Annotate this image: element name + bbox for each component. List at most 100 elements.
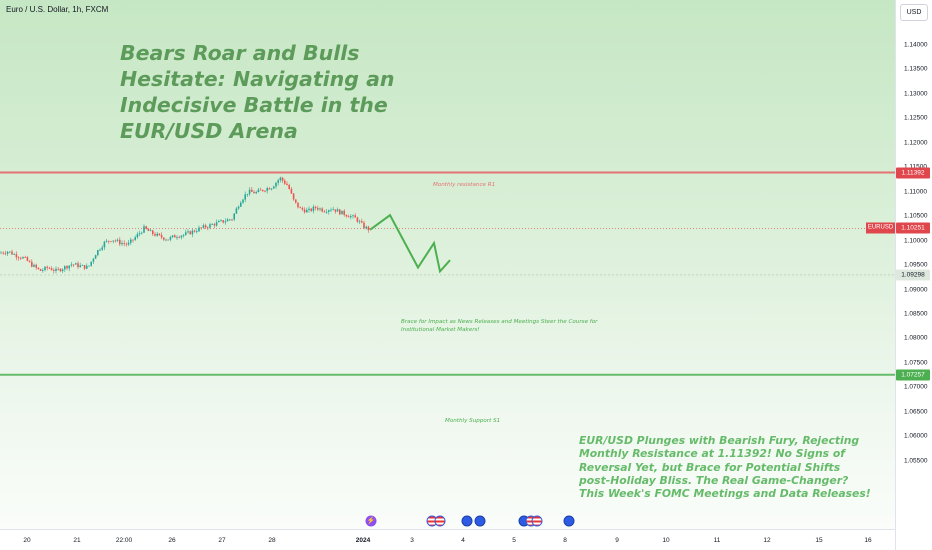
candle [99,248,101,252]
candle [297,202,299,209]
candle-body [211,224,213,225]
candle [77,261,79,270]
candle [292,193,295,201]
candle [42,268,44,273]
candle [174,234,176,238]
candle-body [31,261,33,267]
candle-body [264,190,266,192]
candle-body [317,207,319,210]
candle-body [132,239,134,241]
candle [20,256,22,261]
candle [136,231,139,239]
candle [24,255,26,258]
candle [169,235,172,242]
candle [28,259,31,263]
candle [347,214,350,218]
candle [257,187,260,193]
candle-body [231,219,233,221]
candle [147,228,150,232]
candle-body [154,234,156,236]
candle-body [28,260,31,262]
candle-body [97,250,99,256]
candle [88,265,90,267]
candle-body [277,180,279,183]
candle-body [334,209,337,212]
time-tick: 21 [73,537,81,544]
us-flag-event-icon[interactable] [531,515,543,527]
candle [266,186,268,194]
plot-area[interactable] [0,0,895,529]
candle [213,223,216,229]
currency-button[interactable]: USD [900,4,928,21]
candle [196,228,198,234]
time-tick: 5 [512,537,516,544]
candle-body [314,206,317,208]
candle [141,231,143,235]
price-tick: 1.05500 [904,457,928,465]
time-tick: 2024 [355,537,371,544]
candle-body [81,265,84,266]
projection-note: Brace for Impact as News Releases and Me… [401,318,671,334]
candle-body [365,226,367,229]
candle-body [33,264,35,267]
candle [149,228,152,232]
candle-body [207,227,209,229]
price-tick: 1.08500 [904,310,928,318]
symbol-title[interactable]: Euro / U.S. Dollar, 1h, FXCM [6,5,109,14]
candle-body [185,232,187,235]
candle [200,227,202,230]
headline-line: Bears Roar and Bulls [120,41,360,65]
candle [189,230,191,235]
candle [255,190,257,195]
candle-body [123,243,125,244]
candle [79,262,81,268]
callout-line: EUR/USD Plunges with Bearish Fury, Rejec… [579,434,860,447]
candle [171,235,174,239]
candle-body [343,210,345,215]
candle [4,250,7,256]
candle-body [218,221,220,223]
candle-body [0,252,2,254]
candle-body [303,209,306,213]
candle [2,251,4,255]
candle-body [312,206,315,211]
time-axis[interactable] [0,529,895,550]
eu-flag-event-icon[interactable] [563,515,575,527]
candle [253,190,255,194]
lightning-event-icon[interactable]: ⚡ [365,515,377,527]
candle-body [99,249,101,251]
projection-path [369,213,451,274]
candle [248,187,251,197]
eu-flag-event-icon[interactable] [461,515,473,527]
candle-body [341,210,343,215]
candle-body [171,235,174,238]
candle-body [6,251,9,254]
candle [81,264,84,266]
us-flag-event-icon[interactable] [434,515,446,527]
eu-flag-event-icon[interactable] [474,515,486,527]
candle [343,209,345,217]
candle [6,250,9,256]
candle [367,225,370,233]
candle-body [127,242,130,245]
candle [321,207,323,213]
headline-line: Indecisive Battle in the [120,93,388,117]
candle-body [70,264,73,266]
candle-body [220,220,222,222]
candle-body [163,237,165,240]
candle-body [64,266,66,270]
candle-body [196,231,198,233]
candle [325,208,328,214]
candle [198,225,200,233]
candle-body [147,228,150,231]
candle [97,249,99,257]
candle-body [235,208,238,214]
candle-body [105,240,108,242]
candle-body [44,266,46,271]
candle-body [328,210,330,212]
candle-body [46,266,48,268]
candle-body [295,199,297,203]
candle-body [233,213,235,220]
callout-line: post-Holiday Bliss. The Real Game-Change… [579,473,849,487]
candle-body [323,211,326,213]
